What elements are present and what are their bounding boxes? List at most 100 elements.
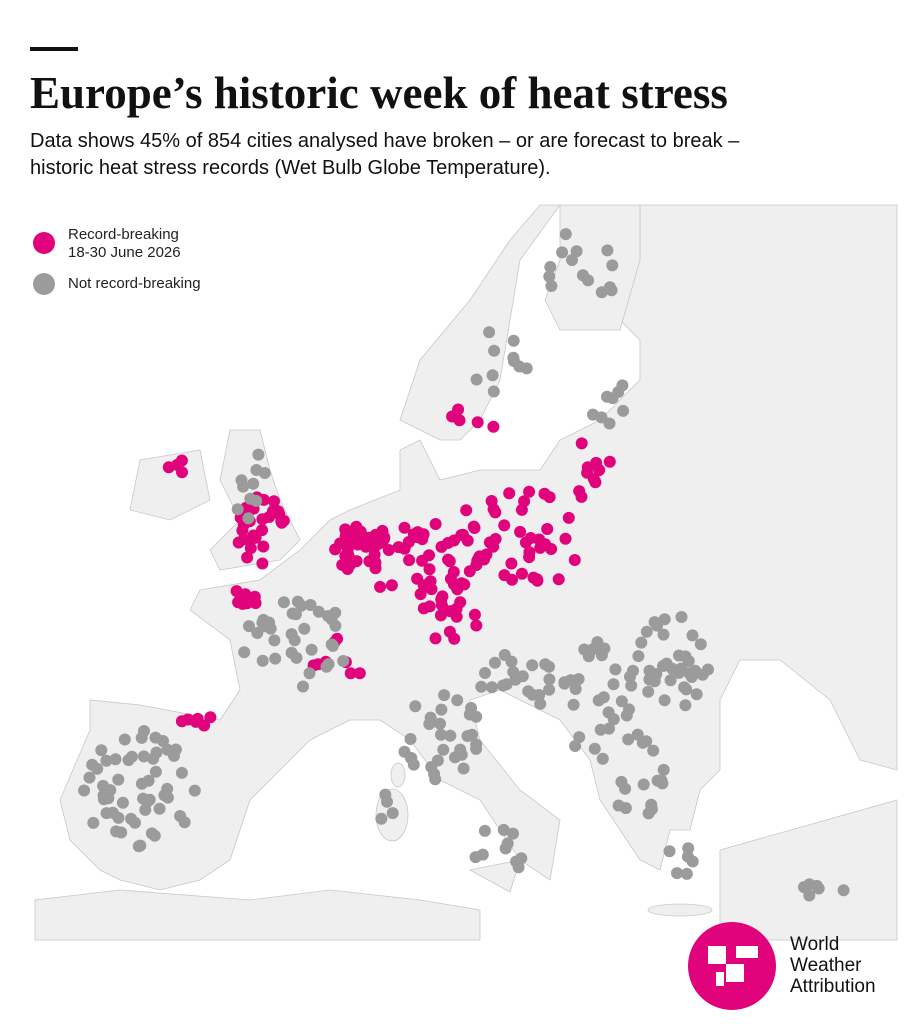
city-dot — [277, 596, 290, 609]
city-dot — [434, 717, 446, 730]
city-dot — [448, 534, 460, 547]
city-dot — [675, 662, 688, 675]
city-dot — [87, 816, 100, 829]
city-dot — [242, 512, 255, 525]
city-dot — [636, 736, 649, 749]
city-dot — [596, 752, 609, 765]
city-dot — [470, 373, 483, 386]
city-dot — [449, 751, 461, 764]
city-dot — [326, 639, 339, 652]
city-dot — [593, 464, 606, 477]
city-dot — [679, 699, 692, 712]
city-dot — [617, 404, 630, 417]
city-dot — [256, 654, 269, 667]
legend-swatch — [33, 273, 55, 295]
city-dot — [498, 519, 511, 532]
city-dot — [359, 540, 372, 553]
city-dot — [376, 526, 389, 539]
city-dot — [423, 563, 436, 576]
city-dot — [244, 492, 257, 505]
land — [34, 889, 481, 941]
city-dot — [109, 753, 122, 766]
city-dot — [385, 579, 398, 592]
city-dot — [587, 473, 600, 486]
city-dot — [671, 867, 683, 880]
city-dot — [379, 788, 392, 801]
city-dot — [558, 677, 571, 690]
city-dot — [486, 369, 499, 382]
city-dot — [132, 840, 145, 853]
legend-label: Not record-breaking — [68, 275, 201, 292]
city-dot — [178, 816, 191, 829]
city-dot — [637, 778, 650, 791]
city-dot — [149, 731, 162, 744]
city-dot — [655, 774, 668, 787]
city-dot — [350, 520, 363, 533]
city-dot — [559, 532, 572, 545]
city-dot — [188, 784, 201, 797]
city-dot — [615, 775, 628, 788]
city-dot — [635, 636, 648, 649]
city-dot — [429, 518, 442, 530]
city-dot — [470, 738, 483, 751]
city-dot — [232, 596, 245, 609]
city-dot — [619, 802, 632, 815]
city-dot — [679, 650, 692, 663]
city-dot — [141, 795, 154, 808]
city-dot — [543, 683, 556, 696]
city-dot — [241, 551, 254, 564]
city-dot — [568, 554, 581, 566]
city-dot — [603, 722, 615, 735]
city-dot — [424, 575, 437, 588]
city-dot — [533, 689, 546, 701]
city-dot — [588, 742, 601, 755]
city-dot — [523, 546, 536, 559]
city-dot — [518, 495, 531, 508]
city-dot — [256, 557, 269, 570]
city-dot — [116, 796, 129, 809]
city-dot — [243, 620, 255, 633]
city-dot — [344, 557, 357, 570]
city-dot — [576, 269, 589, 282]
city-dot — [298, 622, 311, 635]
city-dot — [483, 326, 496, 339]
logo: World Weather Attribution — [688, 922, 876, 1010]
city-dot — [175, 766, 188, 779]
city-dot — [603, 455, 616, 468]
city-dot — [431, 754, 444, 767]
city-dot — [450, 610, 463, 623]
city-dot — [263, 511, 276, 523]
city-dot — [503, 487, 516, 500]
city-dot — [423, 600, 436, 613]
city-dot — [475, 680, 488, 693]
city-dot — [444, 729, 457, 742]
city-dot — [325, 613, 338, 626]
city-dot — [344, 667, 357, 680]
logo-text: Weather — [790, 955, 862, 976]
city-dot — [264, 622, 277, 635]
city-dot — [191, 712, 204, 725]
city-dot — [435, 703, 448, 716]
city-dot — [168, 749, 180, 762]
city-dot — [244, 542, 257, 555]
city-dot — [398, 745, 411, 758]
city-dot — [498, 649, 511, 661]
city-dot — [257, 540, 270, 553]
land — [719, 799, 898, 941]
city-dot — [150, 746, 163, 759]
city-dot — [570, 245, 583, 258]
city-dot — [480, 548, 493, 561]
city-dot — [305, 643, 318, 656]
city-dot — [125, 750, 138, 763]
city-dot — [632, 650, 645, 663]
city-dot — [303, 667, 316, 680]
city-dot — [470, 710, 483, 723]
city-dot — [623, 703, 635, 716]
city-dot — [622, 733, 635, 746]
city-dot — [680, 683, 693, 696]
city-dot — [487, 385, 500, 398]
city-dot — [489, 506, 502, 519]
city-dot — [516, 670, 529, 683]
city-dot — [640, 625, 653, 638]
